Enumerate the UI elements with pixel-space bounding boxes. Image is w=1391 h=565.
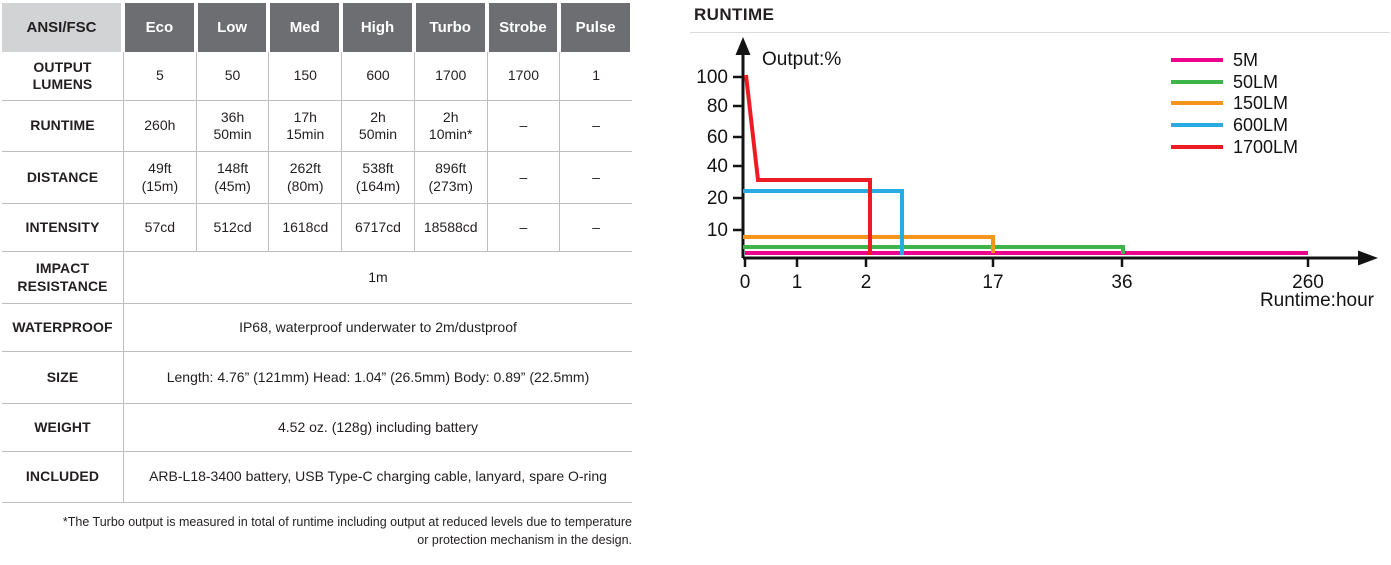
series-line-1700lm (744, 74, 872, 255)
table-row-intensity: INTENSITY 57cd 512cd 1618cd 6717cd 18588… (2, 204, 632, 252)
table-cell: 2h 50min (341, 101, 414, 151)
table-row-runtime: RUNTIME 260h 36h 50min 17h 15min 2h 50mi… (2, 101, 632, 152)
y-axis-title: Output:% (762, 49, 841, 70)
table-cell: 50 (195, 52, 269, 100)
legend-label-5m: 5M (1233, 50, 1258, 70)
header-cell-med: Med (270, 3, 340, 52)
y-tick-label: 20 (707, 188, 728, 209)
y-tick-label: 10 (707, 220, 728, 241)
table-cell: 17h 15min (268, 101, 341, 151)
x-axis-title: Runtime:hour (1260, 290, 1375, 311)
x-tick-label: 2 (861, 272, 872, 293)
row-label: RUNTIME (30, 117, 95, 134)
series-line-600lm (743, 189, 904, 255)
table-cell: – (486, 204, 560, 251)
row-label: IMPACT RESISTANCE (17, 260, 108, 294)
table-header-row: ANSI/FSC Eco Low Med High Turbo Strobe P… (2, 3, 632, 52)
legend-label-50lm: 50LM (1233, 72, 1278, 92)
table-cell: 5 (123, 52, 196, 100)
turbo-footnote: *The Turbo output is measured in total o… (62, 515, 632, 547)
table-row-impact-resistance: IMPACT RESISTANCE 1m (2, 252, 632, 304)
chart-title: RUNTIME (694, 5, 775, 24)
table-cell: 262ft (80m) (268, 152, 341, 203)
table-cell: 57cd (123, 204, 196, 251)
header-cell-pulse: Pulse (561, 3, 630, 52)
y-tick-label: 40 (707, 156, 728, 177)
x-tick-label: 0 (740, 272, 751, 293)
y-axis-arrow-icon (735, 37, 751, 55)
table-cell: – (559, 204, 632, 251)
row-label: SIZE (46, 368, 79, 385)
legend-label-600lm: 600LM (1233, 115, 1288, 135)
x-tick-label: 17 (982, 272, 1003, 293)
spec-table: ANSI/FSC Eco Low Med High Turbo Strobe P… (2, 3, 632, 549)
series-line-150lm (743, 235, 995, 253)
table-cell: – (486, 152, 560, 203)
table-row-weight: WEIGHT 4.52 oz. (128g) including battery (2, 404, 632, 452)
table-cell: 1700 (413, 52, 487, 100)
header-cell-turbo: Turbo (415, 3, 485, 52)
table-row-included: INCLUDED ARB-L18-3400 battery, USB Type-… (2, 452, 632, 503)
table-cell: ARB-L18-3400 battery, USB Type-C chargin… (123, 452, 632, 502)
header-cell-eco: Eco (125, 3, 194, 52)
table-cell: 1618cd (268, 204, 341, 251)
runtime-chart: RUNTIME 100 80 60 40 20 10 0 1 2 17 36 2… (690, 0, 1390, 316)
table-cell: 260h (123, 101, 196, 151)
table-cell: 538ft (164m) (341, 152, 414, 203)
table-row-size: SIZE Length: 4.76” (121mm) Head: 1.04” (… (2, 352, 632, 404)
table-cell: 18588cd (413, 204, 487, 251)
y-tick-label: 60 (707, 127, 728, 148)
table-cell: 1 (559, 52, 632, 100)
table-row-output-lumens: OUTPUT LUMENS 5 50 150 600 1700 1700 1 (2, 52, 632, 101)
table-cell: – (559, 101, 632, 151)
table-cell: 2h 10min* (413, 101, 487, 151)
row-label: WATERPROOF (12, 318, 113, 335)
table-cell: 4.52 oz. (128g) including battery (123, 404, 632, 451)
table-row-waterproof: WATERPROOF IP68, waterproof underwater t… (2, 304, 632, 352)
y-tick-label: 100 (696, 67, 728, 88)
row-label: WEIGHT (34, 418, 91, 435)
table-cell: 1m (123, 252, 632, 303)
y-tick-label: 80 (707, 96, 728, 117)
table-cell: – (559, 152, 632, 203)
table-cell: 896ft (273m) (413, 152, 487, 203)
row-label: OUTPUT LUMENS (32, 58, 93, 93)
table-cell: 1700 (486, 52, 560, 100)
chart-title-divider (690, 32, 1390, 33)
table-cell: IP68, waterproof underwater to 2m/dustpr… (123, 304, 632, 351)
runtime-chart-svg: 100 80 60 40 20 10 0 1 2 17 36 260 Outpu… (696, 37, 1378, 311)
header-cell-low: Low (197, 3, 267, 52)
legend-label-150lm: 150LM (1233, 93, 1288, 113)
row-label: INTENSITY (25, 218, 100, 235)
x-tick-label: 1 (792, 272, 803, 293)
table-row-distance: DISTANCE 49ft (15m) 148ft (45m) 262ft (8… (2, 152, 632, 204)
legend-label-1700lm: 1700LM (1233, 137, 1298, 157)
x-tick-label: 36 (1111, 272, 1132, 293)
x-axis-arrow-icon (1358, 250, 1378, 266)
table-cell: 512cd (195, 204, 269, 251)
table-cell: 49ft (15m) (123, 152, 196, 203)
table-cell: 36h 50min (195, 101, 269, 151)
table-cell: 150 (268, 52, 341, 100)
table-cell: 6717cd (341, 204, 414, 251)
row-label: DISTANCE (26, 168, 99, 185)
table-cell: Length: 4.76” (121mm) Head: 1.04” (26.5m… (123, 352, 632, 403)
table-cell: – (486, 101, 560, 151)
row-label: INCLUDED (25, 468, 100, 485)
header-cell-ansi-fsc: ANSI/FSC (2, 3, 121, 52)
header-cell-high: High (343, 3, 412, 52)
table-cell: 600 (341, 52, 414, 100)
x-tick-label: 260 (1292, 272, 1324, 293)
header-cell-strobe: Strobe (488, 3, 558, 52)
table-cell: 148ft (45m) (195, 152, 269, 203)
